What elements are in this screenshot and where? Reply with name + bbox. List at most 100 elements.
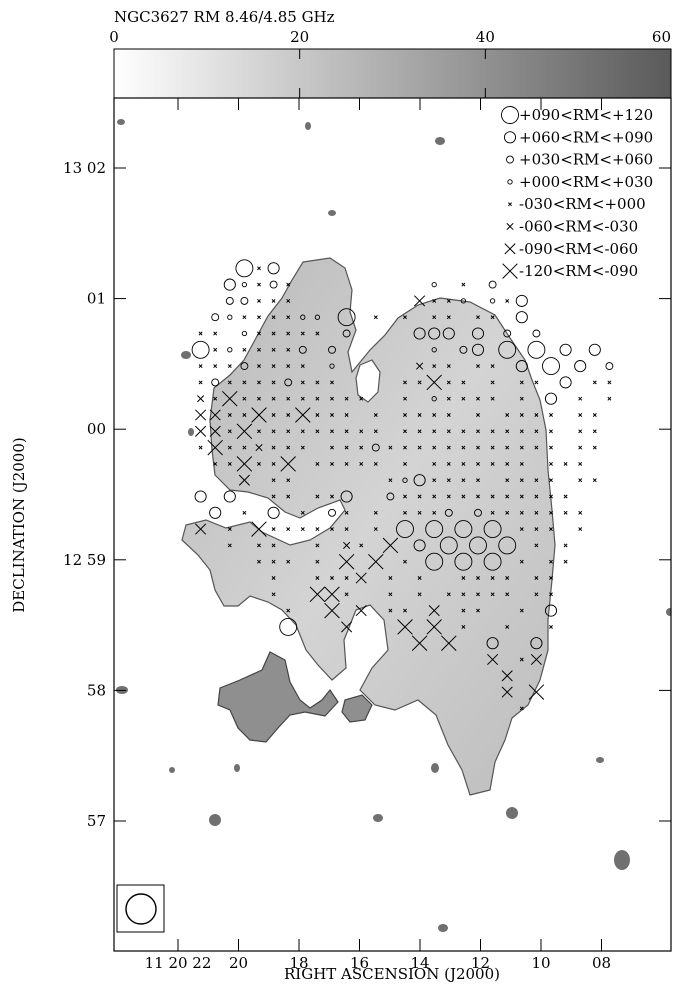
- rm-cross-marker: [315, 461, 320, 466]
- rm-cross-marker: [227, 364, 232, 369]
- legend: +090<RM<+120 +060<RM<+090 +030<RM<+060 +000…: [501, 106, 653, 280]
- galaxy-southwest-arm: [217, 651, 339, 743]
- rm-circle-marker: [527, 340, 546, 359]
- rm-cross-marker: [344, 461, 349, 466]
- rm-cross-marker: [359, 445, 364, 450]
- rm-circle-marker: [460, 298, 467, 304]
- rm-cross-marker: [255, 444, 263, 452]
- rm-cross-marker: [315, 331, 320, 336]
- rm-circle-marker: [240, 362, 249, 371]
- rm-cross-marker: [388, 592, 393, 597]
- rm-circle-marker: [240, 296, 249, 305]
- noise-blob: [596, 757, 604, 763]
- rm-cross-marker: [461, 380, 466, 385]
- rm-cross-marker: [432, 298, 437, 303]
- rm-cross-marker: [344, 413, 349, 417]
- rm-cross-marker: [490, 494, 495, 499]
- x-tick-label: 20: [229, 954, 248, 972]
- rm-cross-marker: [403, 494, 407, 499]
- rm-cross-marker: [242, 445, 247, 450]
- rm-cross-marker: [476, 576, 480, 580]
- rm-cross-marker: [257, 331, 261, 336]
- noise-blob: [181, 351, 191, 359]
- rm-cross-marker: [403, 429, 407, 434]
- y-tick-label: 13 02: [63, 159, 106, 177]
- rm-cross-marker: [286, 527, 291, 532]
- noise-blob: [431, 763, 439, 773]
- rm-cross-marker: [549, 478, 553, 483]
- rm-cross-marker: [286, 413, 291, 417]
- noise-blob: [506, 807, 518, 819]
- rm-cross-marker: [271, 559, 276, 564]
- colorbar-tick-label: 40: [476, 28, 495, 46]
- rm-circle-marker: [483, 520, 502, 539]
- rm-cross-marker: [563, 559, 568, 564]
- rm-circle-marker: [503, 329, 512, 338]
- rm-cross-marker: [300, 527, 305, 532]
- rm-cross-marker: [344, 445, 349, 450]
- rm-cross-marker: [417, 429, 422, 434]
- rm-circle-marker: [489, 298, 496, 304]
- rm-cross-marker: [549, 527, 553, 532]
- rm-cross-marker: [373, 527, 378, 532]
- y-tick-label: 01: [87, 290, 106, 308]
- rm-cross-marker: [476, 592, 480, 597]
- rm-circle-marker: [559, 376, 572, 389]
- y-tick-label: 58: [87, 681, 106, 699]
- x-tick-label: 10: [531, 954, 550, 972]
- noise-blob: [438, 924, 448, 932]
- rm-cross-marker: [242, 396, 247, 401]
- rm-circle-marker: [223, 490, 236, 503]
- rm-cross-marker: [519, 413, 524, 417]
- rm-cross-marker: [251, 521, 267, 537]
- rm-cross-marker: [198, 380, 203, 385]
- rm-cross-marker: [227, 527, 232, 532]
- legend-marker-circle: [506, 155, 514, 164]
- rm-cross-marker: [417, 380, 422, 385]
- rm-cross-marker: [315, 380, 320, 385]
- rm-cross-marker: [271, 364, 276, 369]
- rm-cross-marker: [315, 429, 320, 434]
- rm-circle-marker: [329, 363, 335, 369]
- rm-circle-marker: [284, 378, 293, 387]
- rm-cross-marker: [359, 429, 364, 434]
- legend-marker-circle: [501, 106, 519, 124]
- rm-cross-marker: [476, 429, 480, 434]
- rm-cross-marker: [242, 380, 247, 385]
- x-axis: 11 20 22 20 18 16 14 12 10 08: [145, 98, 611, 972]
- rm-cross-marker: [549, 624, 553, 629]
- rm-circle-marker: [471, 343, 485, 356]
- plot-frame: [113, 97, 672, 952]
- rm-cross-marker: [417, 592, 422, 597]
- rm-cross-marker: [403, 608, 407, 613]
- rm-circle-marker: [235, 259, 254, 278]
- rm-circle-marker: [588, 343, 601, 356]
- legend-label: +060<RM<+090: [519, 128, 653, 146]
- rm-circle-marker: [267, 506, 280, 519]
- rm-cross-marker: [403, 396, 407, 401]
- rm-cross-marker: [403, 461, 407, 466]
- rm-cross-marker: [300, 380, 305, 385]
- rm-cross-marker: [549, 494, 553, 499]
- rm-cross-marker: [213, 347, 218, 352]
- rm-circle-marker: [225, 296, 234, 305]
- rm-cross-marker: [403, 380, 407, 385]
- rm-cross-marker: [300, 510, 305, 515]
- rm-cross-marker: [198, 364, 203, 369]
- rm-cross-marker: [426, 374, 442, 391]
- rm-cross-marker: [271, 592, 276, 597]
- rm-circle-marker: [227, 347, 233, 353]
- rm-circle-marker: [425, 552, 444, 571]
- rm-cross-marker: [461, 576, 466, 580]
- rm-cross-marker: [490, 592, 495, 597]
- y-tick-label: 57: [87, 812, 106, 830]
- rm-cross-marker: [549, 592, 553, 597]
- rm-cross-marker: [300, 429, 305, 434]
- rm-circle-marker: [413, 539, 426, 552]
- rm-cross-marker: [578, 396, 583, 401]
- x-tick-label: 11 20 22: [145, 954, 212, 972]
- noise-blob: [209, 814, 221, 826]
- rm-circle-marker: [267, 262, 280, 275]
- rm-cross-marker: [295, 407, 311, 423]
- rm-circle-marker: [241, 281, 248, 288]
